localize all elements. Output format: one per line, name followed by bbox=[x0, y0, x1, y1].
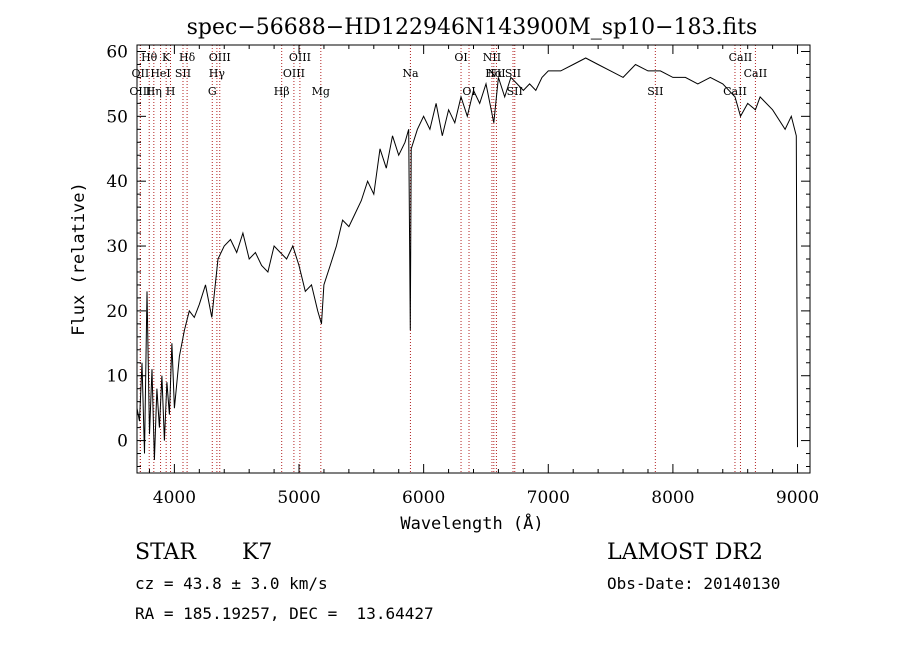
y-tick-label: 40 bbox=[106, 172, 128, 192]
y-tick-label: 20 bbox=[106, 302, 128, 322]
line-label: Hα bbox=[485, 67, 503, 80]
line-label: NII bbox=[483, 51, 501, 64]
line-label: SII bbox=[647, 85, 663, 98]
line-label: OII bbox=[132, 67, 150, 80]
line-label: Mg bbox=[312, 85, 330, 98]
redshift-cz: cz = 43.8 ± 3.0 km/s bbox=[135, 574, 328, 593]
x-axis-label: Wavelength (Å) bbox=[400, 512, 543, 534]
line-label: CaII bbox=[723, 85, 747, 98]
y-tick-label: 10 bbox=[106, 367, 128, 387]
x-tick-label: 9000 bbox=[776, 488, 819, 508]
line-label: Hβ bbox=[274, 85, 290, 98]
line-label: Na bbox=[402, 67, 419, 80]
line-label: CaII bbox=[729, 51, 753, 64]
x-tick-label: 7000 bbox=[527, 488, 570, 508]
x-axis-ticks: 4000 5000 6000 7000 8000 9000 bbox=[148, 45, 819, 508]
y-axis-label: Flux (relative) bbox=[69, 182, 89, 336]
line-label: HeI bbox=[150, 67, 170, 80]
line-label: K bbox=[162, 51, 171, 64]
object-class: STAR bbox=[135, 540, 196, 565]
y-axis-ticks: 0 10 20 30 40 50 60 bbox=[106, 42, 810, 468]
y-tick-label: 30 bbox=[106, 237, 128, 257]
observation-date: Obs-Date: 20140130 bbox=[607, 574, 781, 593]
y-tick-label: 0 bbox=[117, 432, 128, 452]
line-label: SII bbox=[175, 67, 191, 80]
line-label: OIII bbox=[129, 85, 151, 98]
spectral-line-markers bbox=[139, 45, 756, 473]
chart-title: spec−56688−HD122946N143900M_sp10−183.fit… bbox=[187, 15, 758, 40]
x-tick-label: 5000 bbox=[277, 488, 320, 508]
line-label: CaII bbox=[744, 67, 768, 80]
y-tick-label: 50 bbox=[106, 107, 128, 127]
line-label: NII bbox=[487, 67, 505, 80]
coordinates: RA = 185.19257, DEC = 13.64427 bbox=[135, 604, 434, 623]
y-tick-label: 60 bbox=[106, 42, 128, 62]
line-label: SII bbox=[505, 67, 521, 80]
object-subclass: K7 bbox=[242, 540, 273, 565]
spectral-line-labels: OII OIII Hθ Hη HeI K H SII Hδ G Hγ OIII Hβ OIII OIII Mg… bbox=[129, 51, 767, 98]
line-label: G bbox=[208, 85, 217, 98]
x-tick-label: 8000 bbox=[651, 488, 694, 508]
line-label: Hη bbox=[146, 85, 162, 98]
line-label: OIII bbox=[289, 51, 311, 64]
line-label: H bbox=[166, 85, 176, 98]
plot-frame bbox=[136, 44, 811, 474]
line-label: Hθ bbox=[141, 51, 158, 64]
line-label: OIII bbox=[209, 51, 231, 64]
line-label: OIII bbox=[283, 67, 305, 80]
line-label: OI bbox=[454, 51, 467, 64]
x-tick-label: 6000 bbox=[402, 488, 445, 508]
line-label: Hδ bbox=[179, 51, 196, 64]
x-tick-label: 4000 bbox=[153, 488, 196, 508]
spectrum-line bbox=[136, 57, 798, 461]
line-label: SII bbox=[507, 85, 523, 98]
survey-name: LAMOST DR2 bbox=[607, 540, 763, 565]
line-label: Hγ bbox=[209, 67, 226, 80]
